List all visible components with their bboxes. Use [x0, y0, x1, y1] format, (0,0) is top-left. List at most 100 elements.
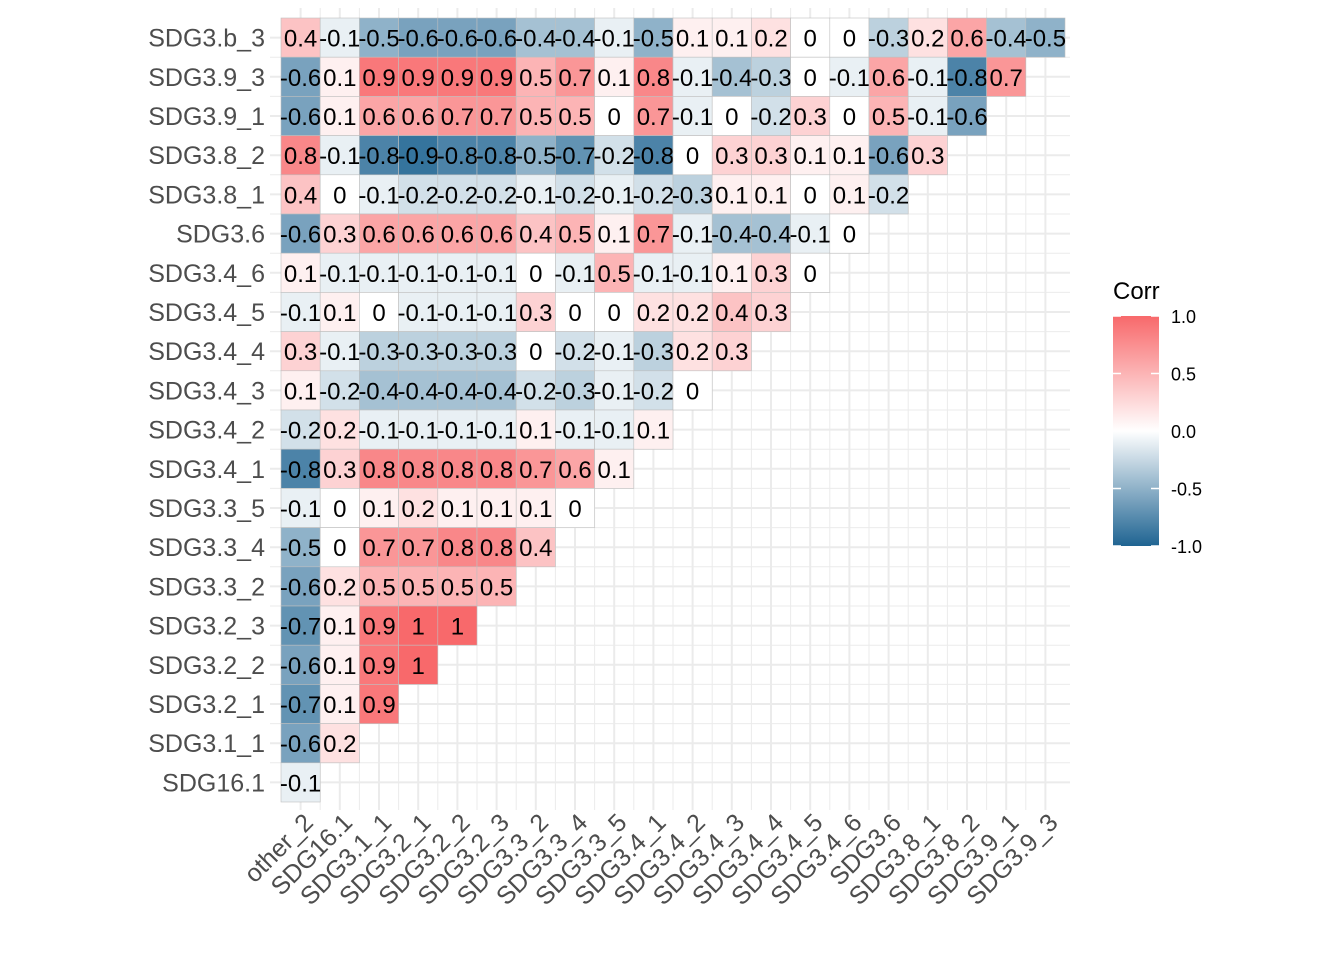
heatmap-cell — [398, 56, 439, 97]
cell-value-label: -0.1 — [594, 378, 635, 405]
cell-value-label: -0.1 — [829, 65, 870, 92]
cell-value-label: 0.3 — [794, 104, 827, 131]
heatmap-cell — [280, 174, 321, 215]
heatmap-cell — [515, 488, 556, 528]
heatmap-cell — [555, 488, 595, 528]
heatmap-cell — [868, 56, 909, 97]
cell-value-label: -0.5 — [633, 26, 674, 53]
cell-value-label: 0 — [568, 300, 581, 327]
heatmap-cell — [437, 213, 478, 254]
cell-value-label: -0.3 — [398, 339, 439, 366]
heatmap-cell — [555, 96, 595, 136]
cell-value-label: 0.5 — [598, 261, 631, 288]
heatmap-cell — [711, 17, 752, 58]
cell-value-label: 1 — [412, 614, 425, 641]
cell-value-label: 0.4 — [284, 26, 317, 53]
heatmap-cell — [437, 566, 478, 607]
x-axis-labels: other_2SDG16.1SDG3.1_1SDG3.2_1SDG3.2_2SD… — [239, 808, 1064, 910]
heatmap-cell — [280, 213, 321, 254]
cell-value-label: 0 — [372, 300, 385, 327]
heatmap-cell — [515, 448, 556, 489]
heatmap-cell — [280, 409, 321, 450]
cell-value-label: 0.7 — [441, 104, 474, 131]
heatmap-cell — [398, 566, 439, 607]
heatmap-cell — [359, 252, 399, 293]
heatmap-cell — [829, 96, 870, 136]
cell-value-label: 0.1 — [833, 143, 866, 170]
heatmap-cells: 0.4 -0.1-0.5-0.6-0.6-0.6-0.4-0.4-0.1-0.5 0… — [280, 17, 1066, 803]
heatmap-cell — [280, 56, 321, 97]
heatmap-cell — [633, 17, 674, 58]
heatmap-cell — [594, 448, 635, 489]
heatmap-cell — [790, 96, 831, 136]
cell-value-label: 0.2 — [323, 418, 356, 445]
cell-value-label: -0.4 — [358, 378, 399, 405]
cell-value-label: -0.5 — [515, 143, 556, 170]
legend: Corr 1.0 0.5 0.0 -0.5 -1.0 — [1113, 278, 1202, 557]
heatmap-cell — [594, 292, 635, 332]
heatmap-cell — [319, 56, 360, 97]
cell-value-label: 1 — [451, 614, 464, 641]
heatmap-cell — [594, 135, 635, 176]
cell-value-label: -0.2 — [594, 143, 635, 170]
heatmap-cell — [790, 174, 831, 215]
cell-value-label: 0.5 — [362, 574, 395, 601]
cell-value-label: -0.8 — [946, 65, 987, 92]
cell-value-label: 0.5 — [402, 574, 435, 601]
y-tick-label: SDG3.9_1 — [148, 103, 265, 131]
cell-value-label: 0.1 — [519, 418, 552, 445]
cell-value-label: -0.3 — [633, 339, 674, 366]
heatmap-cell — [868, 96, 909, 136]
heatmap-cell — [751, 292, 791, 332]
y-tick-label: SDG3.3_4 — [148, 534, 265, 562]
y-tick-label: SDG3.2_1 — [148, 691, 265, 719]
cell-value-label: -0.4 — [437, 378, 478, 405]
cell-value-label: -0.2 — [476, 182, 517, 209]
heatmap-cell — [555, 292, 595, 332]
cell-value-label: -0.1 — [280, 300, 321, 327]
cell-value-label: -0.1 — [358, 182, 399, 209]
cell-value-label: 0.1 — [794, 143, 827, 170]
cell-value-label: 0.1 — [480, 496, 513, 523]
cell-value-label: 0 — [608, 104, 621, 131]
y-tick-label: SDG3.4_4 — [148, 338, 265, 366]
cell-value-label: 0.4 — [284, 182, 317, 209]
cell-value-label: 0.5 — [441, 574, 474, 601]
heatmap-cell — [359, 17, 399, 58]
cell-value-label: -0.1 — [476, 418, 517, 445]
cell-value-label: 0.3 — [754, 300, 787, 327]
heatmap-cell — [280, 135, 321, 176]
y-tick-label: SDG3.1_1 — [148, 730, 265, 758]
heatmap-cell — [947, 96, 987, 136]
cell-value-label: -0.3 — [554, 378, 595, 405]
cell-value-label: 0.7 — [637, 104, 670, 131]
heatmap-cell — [476, 448, 517, 489]
cell-value-label: 0.1 — [637, 418, 670, 445]
cell-value-label: -0.2 — [554, 182, 595, 209]
heatmap-cell — [594, 331, 635, 372]
heatmap-cell — [711, 135, 752, 176]
cell-value-label: -0.1 — [907, 65, 948, 92]
heatmap-cell — [633, 96, 674, 136]
heatmap-cell — [437, 96, 478, 136]
heatmap-cell — [437, 331, 478, 372]
cell-value-label: -0.1 — [672, 222, 713, 249]
heatmap-cell — [829, 174, 870, 215]
heatmap-cell — [515, 252, 556, 293]
cell-value-label: 0.8 — [362, 457, 395, 484]
cell-value-label: -0.4 — [476, 378, 517, 405]
heatmap-cell — [594, 409, 635, 450]
heatmap-cell — [359, 370, 399, 411]
heatmap-cell — [476, 409, 517, 450]
cell-value-label: -0.1 — [319, 261, 360, 288]
cell-value-label: 0.5 — [872, 104, 905, 131]
cell-value-label: 0.1 — [519, 496, 552, 523]
cell-value-label: 0.6 — [872, 65, 905, 92]
cell-value-label: 0.9 — [362, 614, 395, 641]
cell-value-label: -0.1 — [358, 261, 399, 288]
heatmap-cell — [555, 17, 595, 58]
heatmap-cell — [829, 213, 870, 254]
heatmap-cell — [711, 174, 752, 215]
cell-value-label: 0.7 — [519, 457, 552, 484]
